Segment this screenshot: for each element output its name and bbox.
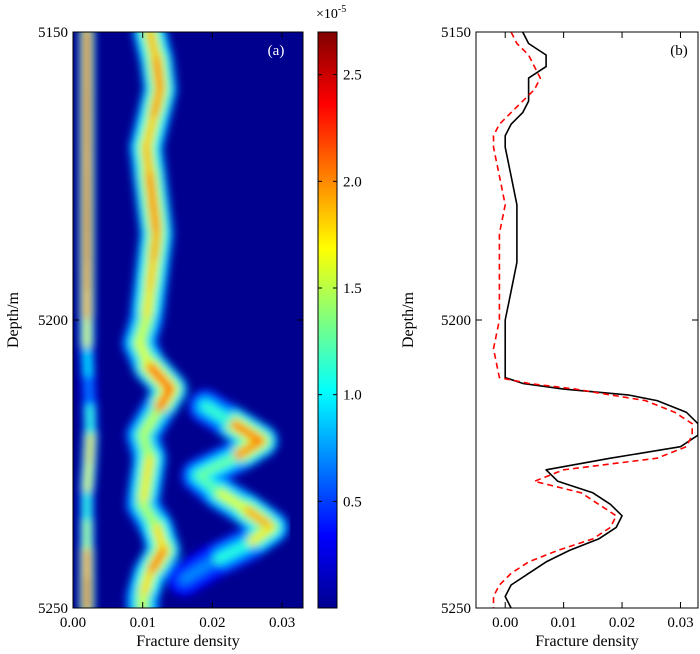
- y-tick-label: 5250: [38, 601, 68, 617]
- panel-a-y-axis-label: Depth/m: [5, 291, 22, 348]
- heatmap-ridge-segment: [88, 405, 92, 437]
- heatmap-ridge-segment: [140, 479, 149, 507]
- x-tick-label: 0.03: [269, 615, 295, 631]
- x-tick-label: 0.02: [199, 615, 225, 631]
- panel-b-y-ticks: 5150 5200 5250: [441, 25, 698, 617]
- heatmap-ridge-segment: [217, 490, 250, 513]
- heatmap-ridge-segment: [86, 463, 90, 494]
- heatmap-ridge-segment: [137, 318, 149, 346]
- heatmap-ridge-segment: [144, 456, 152, 484]
- heatmap-ridge-segment: [140, 410, 159, 438]
- heatmap-ridge-segment: [154, 387, 173, 415]
- colorbar-gradient: [317, 31, 338, 609]
- y-tick-label: 5200: [441, 313, 471, 329]
- panel-b: 0.00 0.01 0.02 0.03 5150 5200 5250 (b) Fractu…: [400, 25, 699, 650]
- heatmap-ridge-segment: [147, 548, 166, 576]
- heatmap-ridge-segment: [231, 421, 264, 443]
- panel-a-label: (a): [268, 43, 285, 59]
- heatmap-ridge-segment: [196, 473, 222, 495]
- heatmap-ridge-segment: [203, 404, 236, 426]
- colorbar-multiplier: ×10-5: [316, 4, 346, 22]
- panel-b-background: [476, 32, 698, 608]
- heatmap-ridge-segment: [147, 174, 156, 207]
- colorbar-tick-label: 1.5: [343, 281, 362, 297]
- heatmap-ridge-segment: [231, 438, 264, 461]
- heatmap-ridge-segment: [147, 260, 156, 294]
- panel-b-label: (b): [670, 43, 688, 59]
- heatmap-ridge-segment: [144, 145, 152, 178]
- x-tick-label: 0.03: [667, 615, 693, 631]
- y-tick-label: 5150: [38, 25, 68, 41]
- panel-a-y-ticks: 5150 5200 5250: [38, 25, 303, 617]
- heatmap-ridge-segment: [151, 202, 159, 236]
- panel-a-x-axis-label: Fracture density: [136, 633, 240, 650]
- series-line-solid: [504, 32, 698, 608]
- panel-a-x-ticks: 0.00 0.01 0.02 0.03: [60, 32, 295, 631]
- heatmap-ridge-segment: [144, 289, 152, 322]
- y-tick-label: 5150: [441, 25, 471, 41]
- colorbar: 0.5 1.0 1.5 2.0 2.5 ×10-5: [316, 4, 362, 609]
- x-tick-label: 0.00: [492, 615, 518, 631]
- heatmap-ridge-segment: [245, 525, 274, 547]
- colorbar-tick-label: 2.5: [343, 68, 362, 84]
- x-tick-label: 0.01: [551, 615, 577, 631]
- heatmap-ridge-segment: [87, 376, 91, 408]
- heatmap-ridge-segment: [86, 347, 90, 379]
- colorbar-multiplier-exponent: -5: [338, 4, 346, 15]
- panel-b-y-axis-label: Depth/m: [400, 291, 417, 348]
- heatmap-ridge-segment: [182, 559, 215, 582]
- heatmap-ridge-segment: [147, 364, 173, 392]
- x-tick-label: 0.00: [60, 615, 86, 631]
- heatmap-ridge-segment: [88, 434, 92, 465]
- panel-b-x-ticks: 0.00 0.01 0.02 0.03: [492, 32, 694, 631]
- heatmap-ridge-segment: [151, 87, 163, 121]
- colorbar-ticks: 0.5 1.0 1.5 2.0 2.5: [318, 68, 362, 510]
- y-tick-label: 5200: [38, 313, 68, 329]
- heatmap-ridge-segment: [140, 433, 152, 461]
- heatmap-ridge-segment: [140, 502, 159, 530]
- heatmap-ridge-segment: [245, 508, 274, 530]
- panel-a: 0.00 0.01 0.02 0.03 5150 5200 5250 (a) Fractu…: [5, 25, 304, 650]
- colorbar-tick-label: 0.5: [343, 494, 362, 510]
- heatmap-ridge-segment: [154, 58, 163, 92]
- colorbar-multiplier-base: ×10: [316, 7, 338, 22]
- heatmap-ridge-segment: [140, 571, 152, 599]
- heatmap-ridge-segment: [144, 116, 156, 150]
- heatmap-ridge-segment: [147, 32, 159, 63]
- panel-b-lines: [492, 32, 698, 608]
- colorbar-tick-label: 2.0: [343, 174, 362, 190]
- heatmap-ridge-segment: [151, 231, 159, 265]
- x-tick-label: 0.01: [130, 615, 156, 631]
- heatmap-ridge-segment: [154, 525, 166, 553]
- heatmap-ridge-segment: [210, 542, 250, 564]
- panel-b-x-axis-label: Fracture density: [535, 633, 639, 650]
- x-tick-label: 0.02: [609, 615, 635, 631]
- heatmap-ridge-segment: [196, 456, 236, 478]
- heatmap-ridge-segment: [137, 341, 152, 369]
- colorbar-tick-label: 1.0: [343, 388, 362, 404]
- series-line-dashed: [492, 32, 694, 608]
- y-tick-label: 5250: [441, 601, 471, 617]
